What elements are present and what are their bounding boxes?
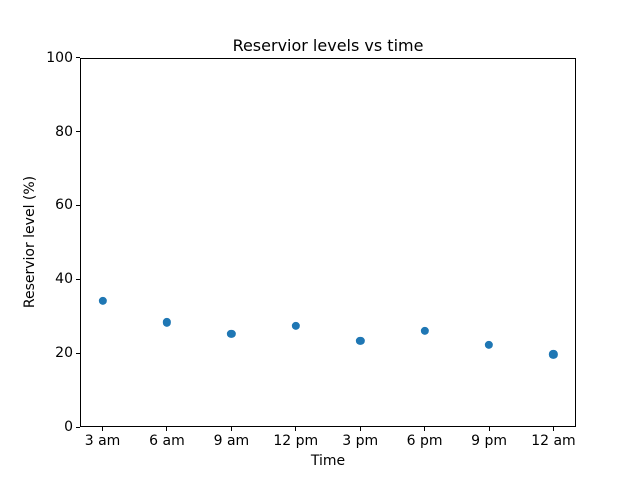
y-axis-tick-mark	[76, 352, 80, 354]
x-axis-tick-mark	[488, 427, 490, 432]
data-point	[162, 318, 172, 327]
y-axis-label: Reservior level (%)	[22, 175, 38, 309]
x-axis-tick-mark	[230, 427, 232, 432]
x-axis-label: Time	[310, 453, 346, 469]
y-axis-tick-label: 80	[55, 123, 73, 140]
y-axis-tick-mark	[76, 131, 80, 133]
x-axis-tick-mark	[359, 427, 361, 432]
y-axis-tick-label: 40	[55, 271, 73, 288]
data-point	[227, 329, 236, 339]
x-axis-tick-label: 6 pm	[406, 432, 443, 449]
x-axis-tick-label: 3 am	[84, 432, 121, 449]
y-axis-tick-label: 0	[64, 419, 73, 436]
x-axis-tick-label: 12 am	[531, 432, 576, 449]
x-axis-tick-label: 3 pm	[342, 432, 379, 449]
data-point	[484, 340, 494, 349]
y-axis-tick-label: 60	[55, 197, 73, 214]
x-axis-tick-label: 12 pm	[273, 432, 319, 449]
y-axis-tick-mark	[76, 278, 80, 280]
data-point	[549, 350, 558, 359]
y-axis-tick-label: 20	[55, 345, 73, 362]
x-axis-tick-label: 6 am	[149, 432, 185, 449]
x-axis-tick-mark	[424, 427, 426, 432]
y-axis-tick-mark	[76, 57, 80, 59]
x-axis-tick-label: 9 pm	[471, 432, 507, 449]
x-axis-tick-mark	[102, 427, 104, 432]
plot-area	[80, 57, 576, 428]
x-axis-tick-mark	[166, 427, 168, 432]
data-point	[98, 296, 107, 305]
y-axis-tick-mark	[76, 426, 80, 428]
y-axis-tick-label: 100	[46, 49, 73, 66]
y-axis-tick-mark	[76, 204, 80, 206]
data-point	[291, 321, 300, 330]
x-axis-tick-label: 9 am	[213, 432, 250, 449]
x-axis-tick-mark	[295, 427, 297, 432]
data-point	[356, 336, 365, 345]
data-point	[420, 326, 429, 336]
chart-title: Reservior levels vs time	[232, 36, 424, 55]
x-axis-tick-mark	[552, 427, 554, 432]
